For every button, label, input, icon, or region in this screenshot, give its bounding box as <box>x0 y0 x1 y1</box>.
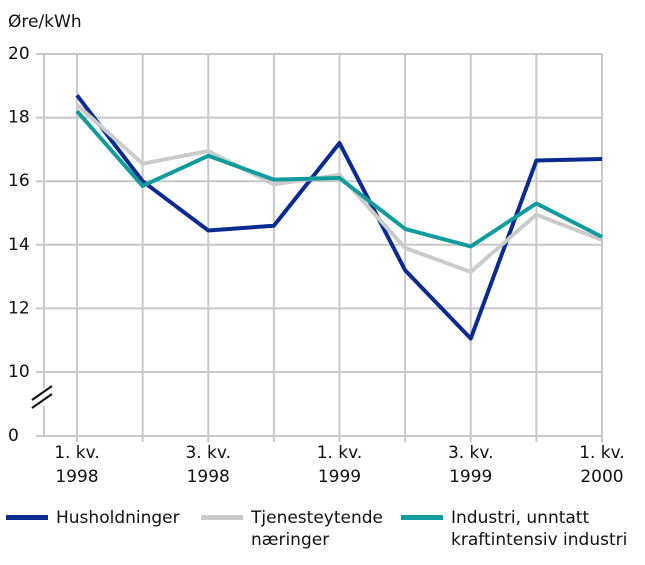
legend-label: Husholdninger <box>56 508 180 528</box>
legend-item: Industri, unntatt kraftintensiv industri <box>401 507 641 551</box>
y-tick-label: 18 <box>8 108 30 128</box>
legend-swatch <box>6 515 48 520</box>
y-axis-label: Øre/kWh <box>8 12 82 32</box>
x-tick-label: 1999 <box>318 467 361 487</box>
legend-item: Tjenesteytende næringer <box>201 507 401 551</box>
legend-label: Industri, unntatt kraftintensiv industri <box>451 508 628 550</box>
line-series <box>75 103 603 274</box>
line-series <box>75 109 603 249</box>
x-tick-label: 3. kv. <box>448 443 494 463</box>
legend-item: Husholdninger <box>6 507 201 551</box>
y-tick-label: 14 <box>8 235 30 255</box>
x-tick-label: 1998 <box>55 467 98 487</box>
y-tick-label: 12 <box>8 298 30 318</box>
chart: Øre/kWh 1. kv. 1998 3. kv. 1998 1. kv. 1999 3.… <box>8 12 625 487</box>
axis-break <box>31 385 53 401</box>
legend-label: Tjenesteytende næringer <box>251 508 383 550</box>
x-tick-label: 1999 <box>449 467 492 487</box>
y-tick-label: 0 <box>8 426 19 446</box>
legend: Husholdninger Tjenesteytende næringer Indu… <box>6 507 645 551</box>
legend-swatch <box>401 515 443 520</box>
x-tick-label: 3. kv. <box>185 443 231 463</box>
x-tick-label: 1. kv. <box>54 443 100 463</box>
x-tick-label: 2000 <box>580 467 623 487</box>
y-tick-label: 16 <box>8 171 30 191</box>
x-tick-label: 1998 <box>187 467 230 487</box>
y-tick-label: 10 <box>8 362 30 382</box>
legend-swatch <box>201 515 243 520</box>
y-tick-label: 20 <box>8 44 30 64</box>
x-tick-label: 1. kv. <box>317 443 363 463</box>
axis-break <box>31 393 53 409</box>
x-tick-label: 1. kv. <box>579 443 625 463</box>
